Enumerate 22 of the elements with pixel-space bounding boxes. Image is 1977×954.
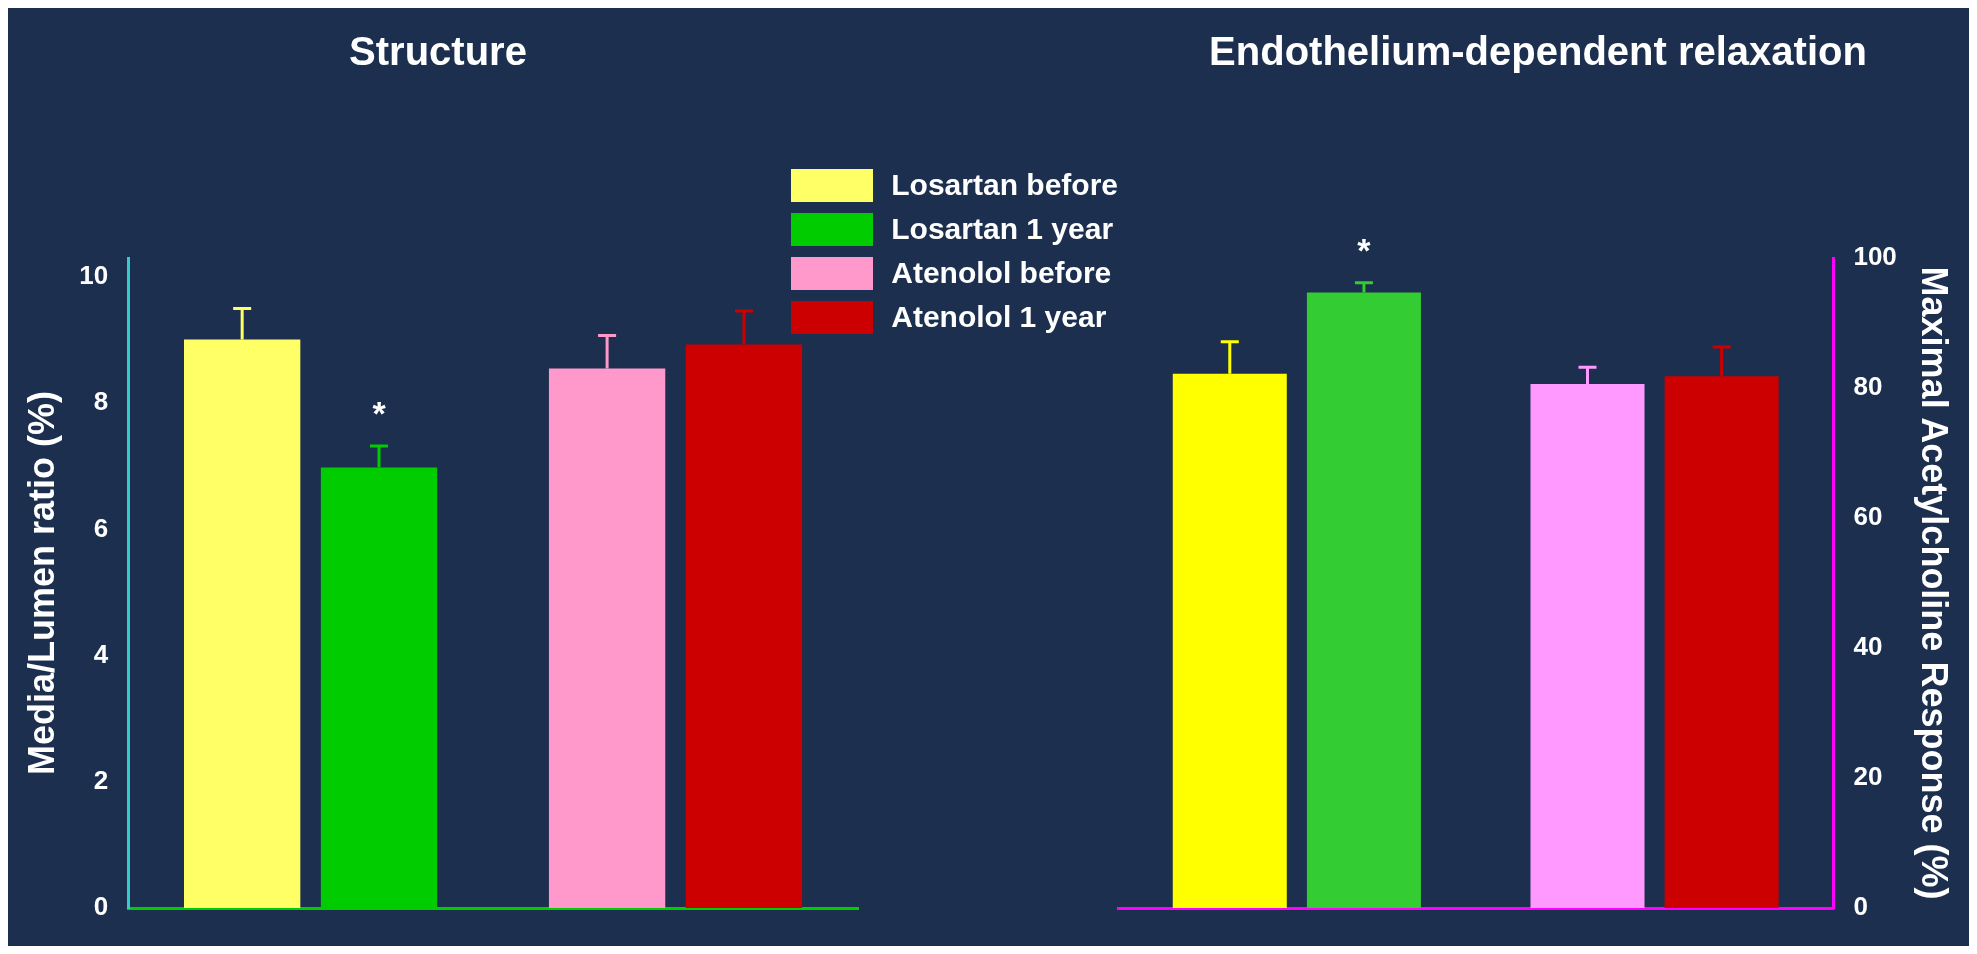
annotation: *: [1357, 231, 1372, 270]
y2-tick-label: 20: [1853, 761, 1883, 792]
y2-tick-label: 60: [1853, 501, 1883, 532]
y2-tick-label: 0: [1853, 891, 1868, 922]
legend-label: Atenolol 1 year: [891, 300, 1107, 334]
y2-tick-label: 80: [1853, 371, 1883, 402]
legend-label: Losartan before: [891, 168, 1118, 202]
y-tick-label: 4: [93, 638, 109, 669]
y2-tick-label: 100: [1853, 241, 1897, 272]
legend-label: Atenolol before: [891, 256, 1112, 290]
chart-title: Structure: [349, 29, 527, 74]
annotation: *: [372, 394, 387, 433]
y-axis-title: Media/Lumen ratio (%): [20, 390, 62, 776]
y-tick-label: 0: [93, 891, 109, 922]
y-tick-label: 6: [93, 512, 109, 543]
y-tick-label: 10: [79, 260, 109, 291]
chart-title: Endothelium-dependent relaxation: [1209, 29, 1867, 74]
y2-axis-title: Maximal Acetylcholine Response (%): [1914, 266, 1956, 900]
y-tick-label: 2: [93, 764, 109, 795]
legend-label: Losartan 1 year: [891, 212, 1114, 246]
y2-tick-label: 40: [1853, 631, 1883, 662]
y-tick-label: 8: [93, 386, 109, 417]
